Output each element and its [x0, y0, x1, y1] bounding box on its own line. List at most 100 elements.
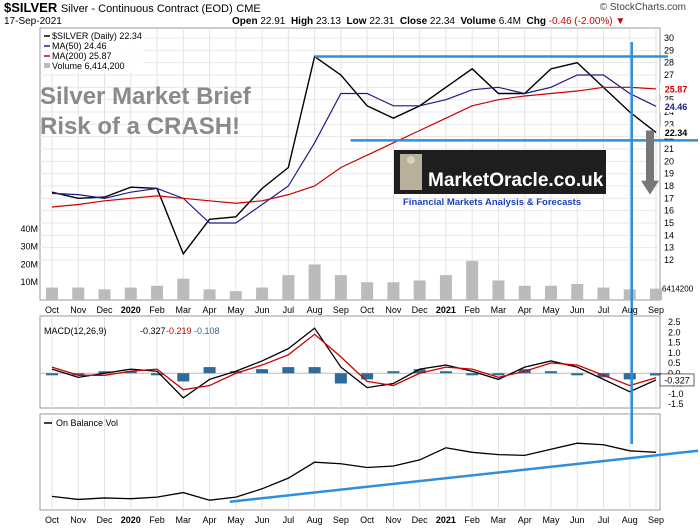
macd-label: MACD(12,26,9) — [44, 326, 107, 336]
low-value: 22.31 — [369, 16, 395, 27]
ma200-tag: 25.87 — [665, 84, 688, 94]
high-label: High — [290, 16, 314, 27]
macd-histogram-bar — [124, 371, 137, 374]
macd-histogram-bar — [650, 373, 662, 376]
legend-background — [42, 30, 144, 73]
obv-panel-frame — [39, 413, 661, 511]
x-tick-label: Apr — [518, 305, 532, 315]
macd-histogram-bar — [308, 367, 321, 374]
price-line — [51, 55, 657, 256]
open-value: 22.91 — [260, 16, 286, 27]
macd-histogram-bar — [151, 373, 164, 376]
volume-bar — [544, 285, 557, 300]
annotations — [229, 42, 699, 503]
x-tick-label: Dec — [97, 515, 114, 525]
volume-bar — [151, 285, 164, 300]
volume-bar — [439, 275, 452, 300]
ma50-tag-box — [660, 100, 692, 113]
volume-bar — [650, 288, 662, 300]
legend-ma200: MA(200) 25.87 — [52, 51, 112, 61]
y-tick-label: 23 — [664, 119, 674, 129]
x-tick-label: Feb — [149, 515, 165, 525]
x-tick-label: Aug — [307, 305, 323, 315]
macd-histogram-bar — [256, 369, 269, 374]
x-tick-label: Jul — [283, 515, 295, 525]
volume-bar — [571, 284, 584, 300]
macd-last-tag: -0.327 — [664, 375, 690, 385]
ohlc-summary: Open 22.91 High 23.13 Low 22.31 Close 22… — [232, 16, 625, 27]
macd-y-tick-label: 2.0 — [668, 327, 681, 337]
chart-date: 17-Sep-2021 — [4, 16, 62, 27]
x-tick-label: May — [227, 515, 245, 525]
marketoracle-logo: MarketOracle.co.uk Financial Markets Ana… — [394, 150, 606, 208]
x-tick-label: Sep — [648, 305, 664, 315]
y-tick-label: 29 — [664, 45, 674, 55]
obv-label: On Balance Vol — [56, 418, 118, 428]
macd-y-tick-label: 1.5 — [668, 338, 681, 348]
x-tick-label: Jul — [598, 515, 610, 525]
logo-background — [394, 150, 606, 194]
macd-hist-value: -0.108 — [194, 326, 220, 336]
volume-bar — [597, 287, 610, 300]
macd-y-tick-label: -1.0 — [668, 389, 684, 399]
volume-tick-label: 20M — [20, 259, 38, 269]
volume-bar — [256, 287, 269, 300]
chg-label: Chg — [526, 16, 546, 27]
x-tick-label: Apr — [203, 305, 217, 315]
headline-line2: Risk of a CRASH! — [40, 113, 240, 140]
volume-bar — [203, 289, 216, 300]
macd-histogram-bar — [98, 371, 111, 374]
volume-bar — [518, 285, 531, 300]
volume-value: 6.4M — [498, 16, 521, 27]
x-tick-label: Jul — [283, 305, 295, 315]
volume-last-tag: 6414200 — [662, 285, 694, 294]
macd-legend: MACD(12,26,9) -0.327 -0.219 -0.108 — [44, 326, 220, 336]
volume-bar — [98, 289, 111, 300]
x-tick-label: Oct — [45, 305, 60, 315]
y-tick-label: 13 — [664, 243, 674, 253]
y-tick-label: 28 — [664, 58, 674, 68]
x-tick-label: Dec — [97, 305, 114, 315]
low-label: Low — [346, 16, 367, 27]
y-tick-label: 14 — [664, 230, 674, 240]
macd-histogram-bar — [466, 373, 479, 376]
x-tick-label: Feb — [149, 305, 165, 315]
x-tick-label: Dec — [412, 515, 429, 525]
y-tick-label: 30 — [664, 33, 674, 43]
headline-line1: Silver Market Brief — [40, 83, 252, 110]
macd-histogram-bar — [439, 371, 452, 374]
x-tick-label: Jul — [598, 305, 610, 315]
symbol-description: Silver - Continuous Contract (EOD) — [60, 3, 233, 15]
x-tick-label: Oct — [360, 515, 375, 525]
macd-series — [46, 327, 662, 399]
x-tick-label: Mar — [176, 305, 192, 315]
down-arrow-shaft — [646, 130, 654, 183]
symbol: $SILVER — [4, 0, 58, 15]
x-tick-label: Mar — [491, 305, 507, 315]
volume-label: Volume — [460, 16, 496, 27]
volume-bar — [308, 264, 321, 300]
volume-bar — [334, 275, 347, 300]
price-series — [51, 55, 657, 256]
x-tick-label: Nov — [385, 305, 402, 315]
chg-value: -0.46 (-2.00%) — [548, 16, 613, 27]
macd-histogram-bar — [361, 373, 374, 380]
obv-series — [51, 442, 657, 501]
ma50-line — [51, 74, 657, 224]
chg-down-icon: ▼ — [615, 16, 626, 27]
legend-ma50: MA(50) 24.46 — [52, 41, 107, 51]
y-tick-label: 18 — [664, 181, 674, 191]
volume-bar — [282, 275, 295, 300]
x-tick-label: 2020 — [121, 305, 141, 315]
close-label: Close — [399, 16, 428, 27]
y-tick-label: 19 — [664, 169, 674, 179]
volume-tick-label: 10M — [20, 277, 38, 287]
y-tick-label: 15 — [664, 218, 674, 228]
x-tick-label: Sep — [333, 305, 349, 315]
macd-y-tick-label: 1.0 — [668, 348, 681, 358]
macd-y-tick-label: -1.5 — [668, 399, 684, 409]
x-tick-label: Oct — [45, 515, 60, 525]
logo-text: MarketOracle.co.uk — [428, 170, 604, 191]
x-tick-label: Mar — [491, 515, 507, 525]
macd-histogram-bar — [72, 373, 85, 376]
